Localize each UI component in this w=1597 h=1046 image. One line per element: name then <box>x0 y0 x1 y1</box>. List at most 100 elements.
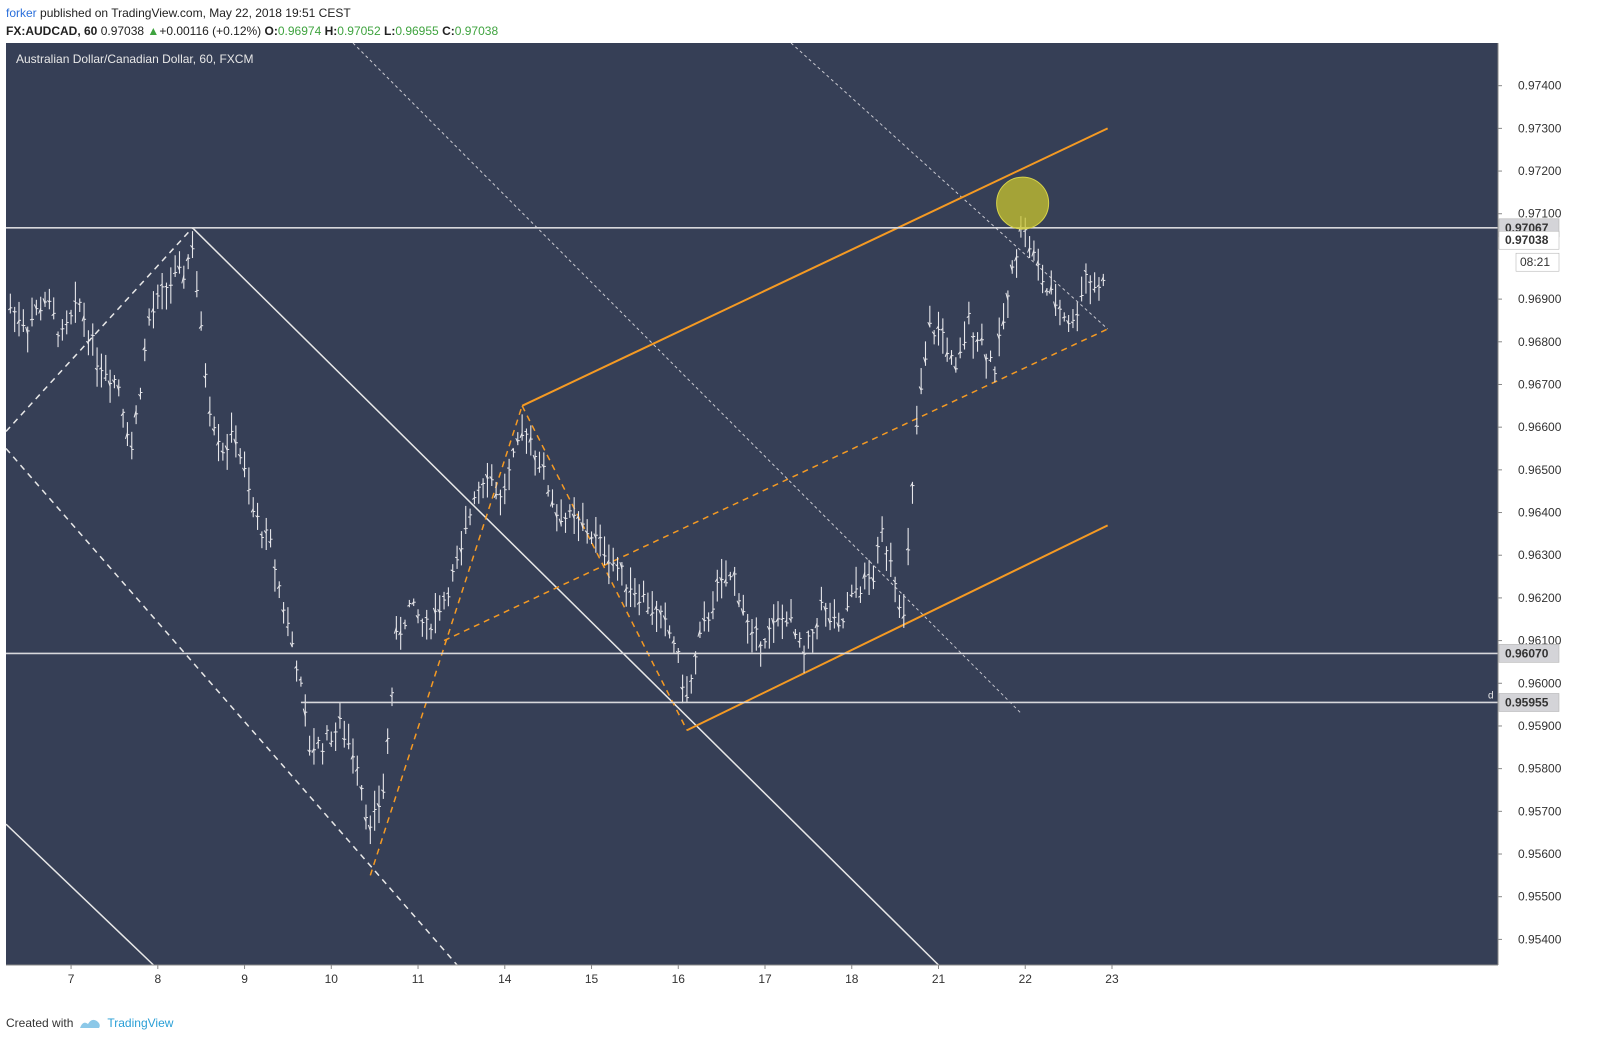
price-bar-open-tick <box>1057 305 1061 310</box>
price-bar-open-tick <box>927 321 931 327</box>
price-axis[interactable]: 0.97400 0.97300 0.97200 0.97100 0.96900 0.968… <box>1498 79 1562 947</box>
price-bar-open-tick <box>545 491 549 495</box>
price-bar-open-tick <box>203 375 206 379</box>
price-tick-label: 0.95400 <box>1518 932 1562 946</box>
price-bar-open-tick <box>229 433 232 436</box>
price-bar-open-tick <box>623 588 627 593</box>
price-bar-open-tick <box>328 742 332 746</box>
price-bar-open-tick <box>1031 249 1035 257</box>
price-bar-open-tick <box>133 410 137 418</box>
price-tick-label: 0.96400 <box>1518 506 1562 520</box>
price-bar-open-tick <box>315 741 319 745</box>
pitchfork-dashed-line <box>5 227 194 432</box>
price-bar-open-tick <box>819 599 822 602</box>
price-bar-open-tick <box>949 354 952 360</box>
price-bar-open-tick <box>233 438 237 445</box>
price-bar-open-tick <box>593 533 597 539</box>
price-bar-open-tick <box>489 476 493 480</box>
price-bar-open-tick <box>185 256 189 262</box>
price-bar-open-tick <box>216 440 219 446</box>
price-bar-open-tick <box>38 308 42 314</box>
price-bar-open-tick <box>85 340 89 345</box>
orange-lower-parallel-line <box>686 524 1109 732</box>
tradingview-link[interactable]: TradingView <box>107 1016 174 1030</box>
price-bar-open-tick <box>411 601 415 605</box>
price-bar-open-tick <box>584 530 588 534</box>
price-bar-open-tick <box>701 617 705 622</box>
price-bar-open-tick <box>81 315 85 322</box>
quote-line: FX:AUDCAD, 60 0.97038 ▲+0.00116 (+0.12%)… <box>6 22 498 40</box>
price-bar-open-tick <box>372 810 375 813</box>
price-bar-open-tick <box>268 541 271 544</box>
footer: Created with TradingView <box>6 1016 173 1030</box>
price-tick-label: 0.96100 <box>1518 634 1562 648</box>
price-bar-open-tick <box>476 489 479 492</box>
price-chart[interactable]: Australian Dollar/Canadian Dollar, 60, F… <box>0 43 1597 1003</box>
price-bar-open-tick <box>16 320 20 325</box>
price-bar-open-tick <box>428 627 432 630</box>
price-tick-label: 0.96500 <box>1518 463 1562 477</box>
price-bar-open-tick <box>914 424 918 428</box>
price-bar-open-tick <box>255 515 258 518</box>
price-bar-open-tick <box>780 618 783 621</box>
price-bar-open-tick <box>155 293 158 295</box>
price-bar-open-tick <box>1048 285 1052 294</box>
price-bar-open-tick <box>975 338 978 343</box>
author-link[interactable]: forker <box>6 6 37 20</box>
price-bar-open-tick <box>1001 319 1005 327</box>
price-bar-open-tick <box>116 384 120 391</box>
price-tag-label: 0.97038 <box>1505 233 1549 247</box>
price-bar-open-tick <box>458 547 462 553</box>
price-bar-open-tick <box>714 578 718 583</box>
price-bar-open-tick <box>727 574 731 577</box>
price-tick-label: 0.95700 <box>1518 804 1562 818</box>
plot-area[interactable] <box>6 43 1498 965</box>
orange-swing-dashed-line <box>521 405 688 731</box>
price-bar-open-tick <box>732 570 736 577</box>
price-bar-open-tick <box>120 412 124 417</box>
price-bar-open-tick <box>198 325 202 329</box>
price-bar-open-tick <box>1009 264 1013 271</box>
price-bar-open-tick <box>862 572 866 579</box>
time-tick-label: 11 <box>412 972 425 986</box>
price-bar-open-tick <box>389 694 393 698</box>
price-bar-open-tick <box>550 500 553 507</box>
price-bars <box>8 216 1106 845</box>
pitchfork-parallel-line <box>5 823 154 966</box>
price-tick-label: 0.96300 <box>1518 548 1562 562</box>
price-bar-open-tick <box>684 694 688 697</box>
price-bar-open-tick <box>840 618 844 622</box>
price-bar-open-tick <box>923 357 926 364</box>
price-bar-open-tick <box>398 631 402 636</box>
price-bar-open-tick <box>1014 256 1018 262</box>
price-bar-open-tick <box>73 300 76 303</box>
price-bar-open-tick <box>484 473 488 479</box>
price-bar-open-tick <box>966 315 970 319</box>
price-bar-open-tick <box>77 303 80 306</box>
price-bar-open-tick <box>281 609 284 613</box>
high-label: H: <box>324 24 338 38</box>
price-bar-open-tick <box>250 508 254 513</box>
price-bar-open-tick <box>42 298 46 305</box>
price-tick-label: 0.95600 <box>1518 847 1562 861</box>
time-tick-label: 8 <box>154 972 161 986</box>
dotted-trend-line <box>790 43 1108 330</box>
price-bar-open-tick <box>151 307 154 313</box>
price-bar-open-tick <box>797 640 801 644</box>
time-axis[interactable]: 7 8 9 10 11 14 15 16 17 18 21 22 23 <box>68 965 1119 986</box>
price-bar-open-tick <box>962 343 965 346</box>
price-bar-open-tick <box>558 518 562 526</box>
price-bar-open-tick <box>1075 313 1078 316</box>
time-tick-label: 21 <box>932 972 946 986</box>
price-bar-open-tick <box>784 619 788 623</box>
price-bar-open-tick <box>580 521 584 529</box>
price-bar-open-tick <box>680 686 684 691</box>
price-bar-open-tick <box>658 609 662 616</box>
price-bar-open-tick <box>181 275 185 284</box>
price-bar-open-tick <box>68 312 72 314</box>
price-bar-open-tick <box>1053 301 1057 310</box>
price-bar-open-tick <box>567 510 571 513</box>
price-bar-open-tick <box>376 803 380 808</box>
price-tick-label: 0.96800 <box>1518 335 1562 349</box>
publish-text: published on TradingView.com, May 22, 20… <box>36 6 351 20</box>
